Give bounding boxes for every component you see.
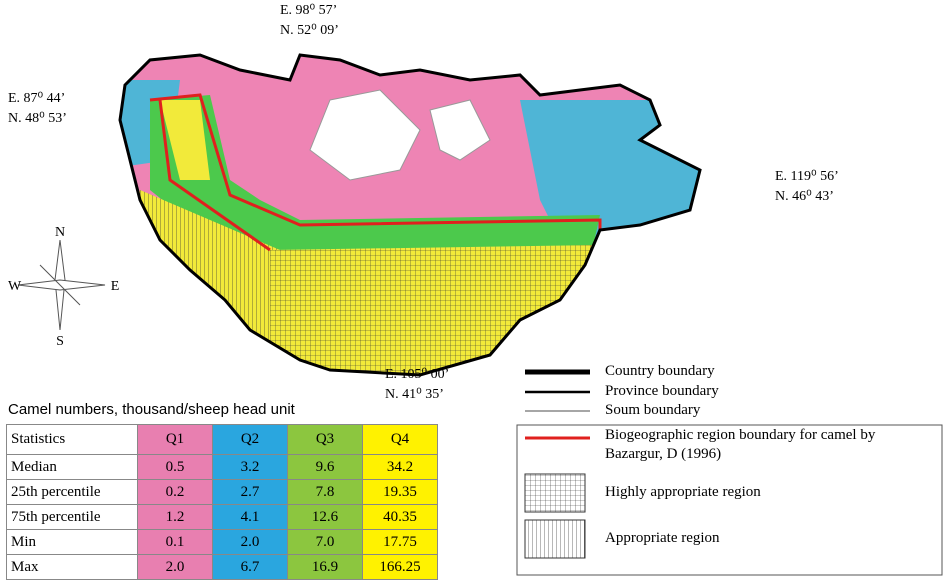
coord: E. 87⁰ 44’ [8, 91, 65, 106]
table-cell: 17.75 [362, 529, 438, 555]
table-cell: 7.0 [287, 529, 363, 555]
table-cell: Q1 [137, 424, 213, 455]
table-row: Median 0.5 3.2 9.6 34.2 [6, 454, 438, 480]
table-row: Max 2.0 6.7 16.9 166.25 [6, 554, 438, 580]
table-cell: 7.8 [287, 479, 363, 505]
legend-label: Province boundary [605, 383, 719, 399]
table-cell: 0.1 [137, 529, 213, 555]
table-cell: 1.2 [137, 504, 213, 530]
table-cell: 6.7 [212, 554, 288, 580]
table-cell: 2.0 [212, 529, 288, 555]
legend-swatch [524, 519, 586, 559]
table-cell: 0.2 [137, 479, 213, 505]
table-row: 75th percentile 1.2 4.1 12.6 40.35 [6, 504, 438, 530]
compass-n: N [55, 225, 65, 240]
compass [17, 239, 106, 331]
coord: E. 105⁰ 00’ [385, 367, 449, 382]
coord: N. 52⁰ 09’ [280, 23, 339, 38]
coord: E. 119⁰ 56’ [775, 169, 839, 184]
table-cell: 34.2 [362, 454, 438, 480]
table-cell: 0.5 [137, 454, 213, 480]
table-cell: 3.2 [212, 454, 288, 480]
table-cell: Statistics [6, 424, 138, 455]
legend-label: Soum boundary [605, 402, 701, 418]
table-row: 25th percentile 0.2 2.7 7.8 19.35 [6, 479, 438, 505]
table-cell: 16.9 [287, 554, 363, 580]
table-cell: 2.0 [137, 554, 213, 580]
coord: N. 41⁰ 35’ [385, 387, 444, 402]
table-row: Statistics Q1 Q2 Q3 Q4 [6, 424, 438, 455]
map-regions [120, 55, 700, 375]
legend-label: Bazargur, D (1996) [605, 446, 722, 462]
table-cell: 25th percentile [6, 479, 138, 505]
coord: N. 48⁰ 53’ [8, 111, 67, 126]
table-cell: Median [6, 454, 138, 480]
table-cell: 12.6 [287, 504, 363, 530]
table-title: Camel numbers, thousand/sheep head unit [8, 401, 295, 418]
compass-w: W [8, 279, 22, 294]
legend-swatch [524, 473, 586, 513]
country-outline [118, 53, 702, 377]
coord: E. 98⁰ 57’ [280, 3, 337, 18]
compass-e: E [111, 279, 120, 294]
legend-label: Highly appropriate region [605, 484, 761, 500]
table-cell: Q4 [362, 424, 438, 455]
table-cell: Min [6, 529, 138, 555]
legend-label: Biogeographic region boundary for camel … [605, 427, 876, 443]
table-cell: 9.6 [287, 454, 363, 480]
legend-label: Appropriate region [605, 530, 720, 546]
table-cell: Q2 [212, 424, 288, 455]
table-cell: 4.1 [212, 504, 288, 530]
coord: N. 46⁰ 43’ [775, 189, 834, 204]
legend-label: Country boundary [605, 363, 715, 379]
table-cell: 75th percentile [6, 504, 138, 530]
table-cell: Q3 [287, 424, 363, 455]
table-cell: 166.25 [362, 554, 438, 580]
stats-table: Statistics Q1 Q2 Q3 Q4 Median 0.5 3.2 9.6 34.2 25t… [6, 424, 438, 580]
compass-s: S [56, 334, 64, 349]
table-row: Min 0.1 2.0 7.0 17.75 [6, 529, 438, 555]
table-cell: Max [6, 554, 138, 580]
legend-box [516, 424, 943, 576]
table-cell: 40.35 [362, 504, 438, 530]
table-cell: 2.7 [212, 479, 288, 505]
table-cell: 19.35 [362, 479, 438, 505]
